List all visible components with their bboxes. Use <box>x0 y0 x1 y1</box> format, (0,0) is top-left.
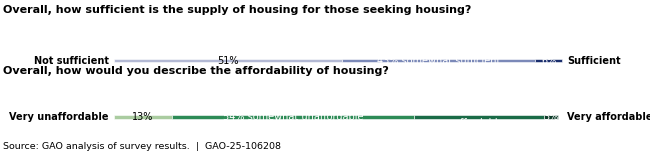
Bar <box>172 115 414 119</box>
Text: Sufficient: Sufficient <box>567 56 621 66</box>
Text: Overall, how sufficient is the supply of housing for those seeking housing?: Overall, how sufficient is the supply of… <box>3 5 472 15</box>
Bar <box>114 115 172 119</box>
Text: Very affordable: Very affordable <box>567 112 650 122</box>
Bar <box>544 115 558 119</box>
Text: Not sufficient: Not sufficient <box>34 56 109 66</box>
Text: 6%: 6% <box>541 56 556 66</box>
Bar <box>414 115 544 119</box>
Text: 51%: 51% <box>217 56 239 66</box>
Text: Source: GAO analysis of survey results.  |  GAO-25-106208: Source: GAO analysis of survey results. … <box>3 141 281 151</box>
Text: Overall, how would you describe the affordability of housing?: Overall, how would you describe the affo… <box>3 66 389 76</box>
Text: 13%: 13% <box>132 112 153 122</box>
Bar <box>536 59 562 62</box>
Text: 3%: 3% <box>543 112 558 122</box>
Bar <box>114 59 343 62</box>
Text: Very unaffordable: Very unaffordable <box>9 112 109 122</box>
Text: 29% somewhat
affordable: 29% somewhat affordable <box>441 106 517 128</box>
Text: 54% somewhat unaffordable: 54% somewhat unaffordable <box>223 112 363 122</box>
Text: 43% somewhat sufficient: 43% somewhat sufficient <box>377 56 501 66</box>
Bar <box>343 59 536 62</box>
